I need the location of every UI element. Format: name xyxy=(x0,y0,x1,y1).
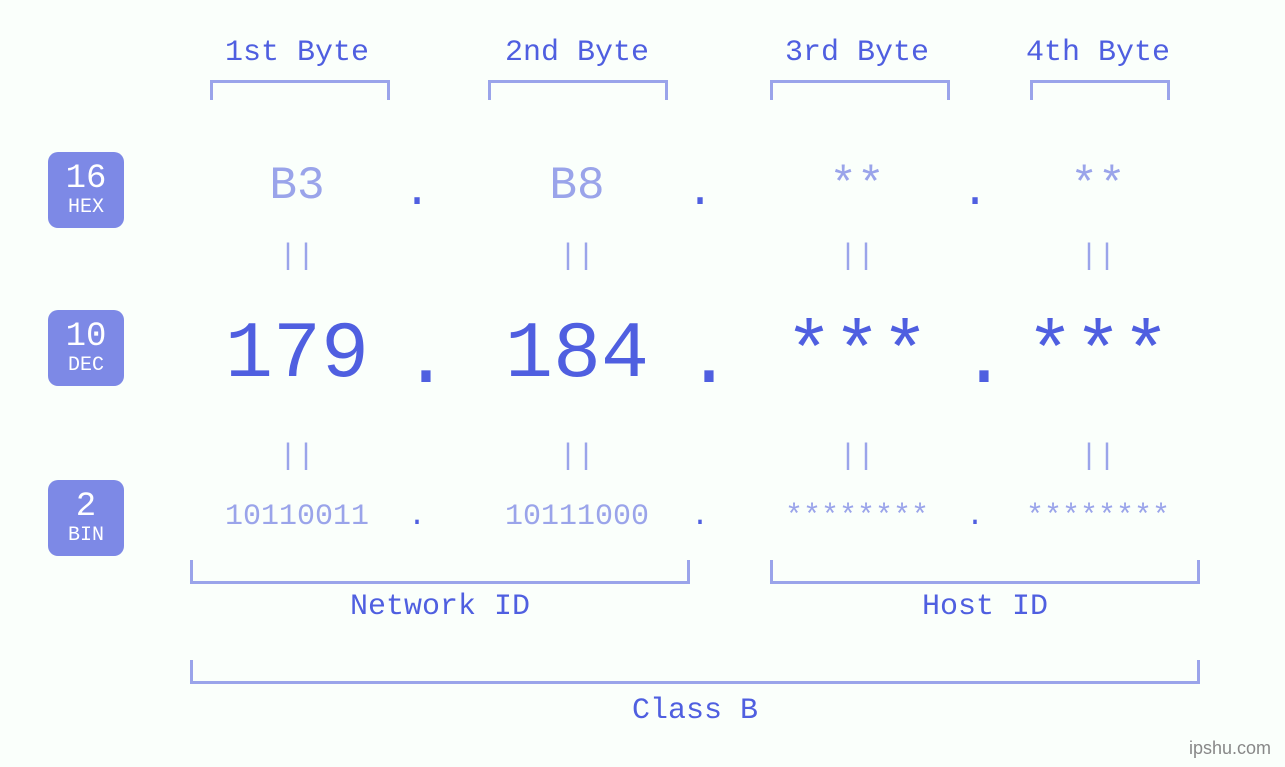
bracket-byte-4 xyxy=(1030,80,1170,100)
bin-dot-1: . xyxy=(402,500,432,534)
base-badge-dec: 10 DEC xyxy=(48,310,124,386)
bracket-byte-2 xyxy=(488,80,668,100)
bracket-network-id xyxy=(190,560,690,584)
hex-byte-3: ** xyxy=(767,160,947,212)
hex-byte-4: ** xyxy=(1008,160,1188,212)
byte-header-2: 2nd Byte xyxy=(467,36,687,70)
dec-byte-2: 184 xyxy=(447,310,707,401)
bracket-byte-1 xyxy=(210,80,390,100)
eq-hex-dec-3: || xyxy=(827,240,887,274)
bin-byte-1: 10110011 xyxy=(177,500,417,534)
dec-dot-1: . xyxy=(402,316,432,407)
byte-header-4: 4th Byte xyxy=(988,36,1208,70)
hex-dot-2: . xyxy=(685,166,715,218)
dec-byte-1: 179 xyxy=(167,310,427,401)
hex-dot-1: . xyxy=(402,166,432,218)
eq-hex-dec-1: || xyxy=(267,240,327,274)
base-num-hex: 16 xyxy=(48,162,124,198)
label-network-id: Network ID xyxy=(190,590,690,624)
eq-hex-dec-2: || xyxy=(547,240,607,274)
dec-byte-3: *** xyxy=(727,310,987,401)
base-badge-bin: 2 BIN xyxy=(48,480,124,556)
bracket-byte-3 xyxy=(770,80,950,100)
base-num-bin: 2 xyxy=(48,490,124,526)
label-host-id: Host ID xyxy=(770,590,1200,624)
hex-byte-1: B3 xyxy=(207,160,387,212)
dec-dot-2: . xyxy=(685,316,715,407)
byte-header-3: 3rd Byte xyxy=(747,36,967,70)
eq-dec-bin-2: || xyxy=(547,440,607,474)
bin-dot-2: . xyxy=(685,500,715,534)
byte-header-1: 1st Byte xyxy=(187,36,407,70)
eq-hex-dec-4: || xyxy=(1068,240,1128,274)
bin-byte-4: ******** xyxy=(978,500,1218,534)
label-class: Class B xyxy=(190,694,1200,728)
bin-byte-3: ******** xyxy=(737,500,977,534)
eq-dec-bin-1: || xyxy=(267,440,327,474)
base-badge-hex: 16 HEX xyxy=(48,152,124,228)
eq-dec-bin-3: || xyxy=(827,440,887,474)
hex-dot-3: . xyxy=(960,166,990,218)
base-lbl-hex: HEX xyxy=(48,197,124,218)
base-num-dec: 10 xyxy=(48,320,124,356)
hex-byte-2: B8 xyxy=(487,160,667,212)
base-lbl-dec: DEC xyxy=(48,355,124,376)
watermark: ipshu.com xyxy=(1189,738,1271,759)
base-lbl-bin: BIN xyxy=(48,525,124,546)
bracket-class xyxy=(190,660,1200,684)
eq-dec-bin-4: || xyxy=(1068,440,1128,474)
bin-byte-2: 10111000 xyxy=(457,500,697,534)
bracket-host-id xyxy=(770,560,1200,584)
dec-byte-4: *** xyxy=(968,310,1228,401)
